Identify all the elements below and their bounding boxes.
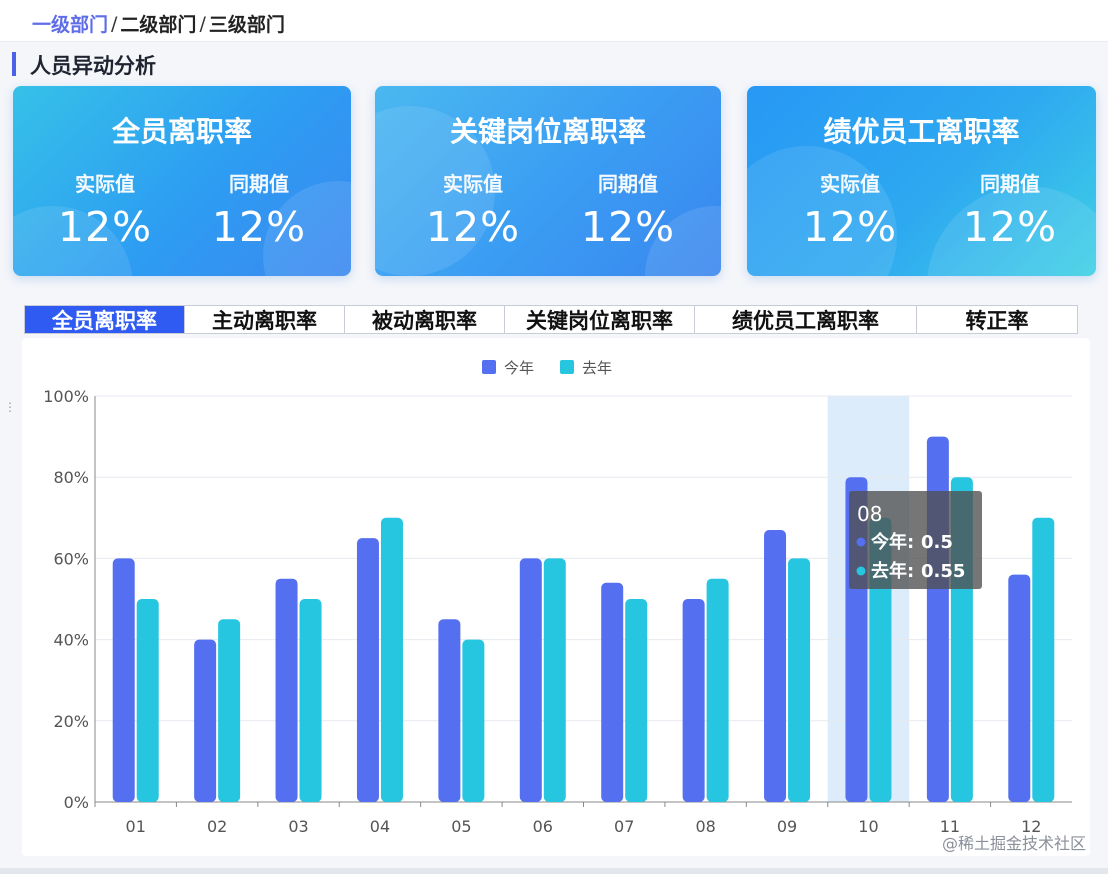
kpi-card-key-position-turnover[interactable]: 关键岗位离职率 实际值 12% 同期值 12% (375, 86, 721, 276)
x-tick-label: 09 (777, 817, 797, 836)
kpi-card-all-turnover[interactable]: 全员离职率 实际值 12% 同期值 12% (13, 86, 351, 276)
x-tick-label: 02 (207, 817, 227, 836)
breadcrumb-level3[interactable]: 三级部门 (208, 14, 285, 36)
y-tick-label: 60% (53, 549, 89, 568)
kpi-card-title: 绩优员工离职率 (823, 115, 1020, 148)
kpi-actual-value: 12% (57, 203, 153, 251)
bar-last-year (380, 517, 403, 802)
bar-last-year (788, 558, 811, 802)
bar-last-year (136, 599, 159, 802)
tooltip-title: 08 (857, 502, 882, 526)
x-tick-label: 06 (533, 817, 553, 836)
kpi-actual-value: 12% (802, 203, 898, 251)
kpi-actual-label: 实际值 (443, 172, 503, 196)
top-bar: 一级部门 / 二级部门 / 三级部门 (0, 0, 1108, 42)
kpi-prior-label: 同期值 (980, 172, 1040, 196)
y-tick-label: 100% (43, 387, 89, 406)
bar-last-year (299, 599, 322, 802)
highlight-band (827, 396, 910, 802)
bar-last-year (625, 599, 648, 802)
bar-this-year (356, 538, 379, 802)
y-tick-label: 40% (53, 631, 89, 650)
bar-last-year (218, 619, 241, 802)
x-tick-label: 10 (858, 817, 878, 836)
bar-last-year (543, 558, 566, 802)
tab-involuntary-turnover[interactable]: 被动离职率 (345, 306, 505, 333)
tooltip-row-label: 今年: (871, 531, 914, 553)
kpi-actual-value: 12% (425, 203, 521, 251)
legend-swatch (560, 360, 574, 374)
bar-last-year (462, 639, 485, 802)
kpi-prior-value: 12% (962, 203, 1058, 251)
bar-last-year (1032, 517, 1055, 802)
legend-label: 今年 (504, 359, 534, 377)
bar-this-year (519, 558, 542, 802)
kpi-actual: 实际值 12% (35, 168, 175, 251)
bar-this-year (438, 619, 461, 802)
section-accent-bar (12, 52, 16, 76)
breadcrumb-level1[interactable]: 一级部门 (32, 14, 109, 36)
kpi-actual-label: 实际值 (75, 172, 135, 196)
y-tick-label: 80% (53, 468, 89, 487)
bar-this-year (764, 529, 787, 802)
tooltip-box (849, 491, 982, 589)
tooltip-row-value: 0.55 (921, 561, 965, 582)
kpi-prior-label: 同期值 (598, 172, 658, 196)
kpi-card-top-performer-turnover[interactable]: 绩优员工离职率 实际值 12% 同期值 12% (747, 86, 1096, 276)
breadcrumb-separator: / (199, 12, 206, 35)
breadcrumb: 一级部门 / 二级部门 / 三级部门 (32, 10, 285, 37)
tooltip-dot (856, 566, 866, 576)
kpi-actual-label: 实际值 (820, 172, 880, 196)
tooltip-row-value: 0.5 (921, 532, 953, 553)
bar-this-year (275, 578, 298, 802)
kpi-card-title: 关键岗位离职率 (449, 115, 646, 148)
kpi-prior: 同期值 12% (558, 168, 698, 251)
kpi-actual: 实际值 12% (403, 168, 543, 251)
bar-this-year (601, 582, 624, 802)
x-tick-label: 08 (695, 817, 715, 836)
breadcrumb-separator: / (111, 12, 118, 35)
x-tick-label: 03 (288, 817, 308, 836)
kpi-prior-label: 同期值 (229, 172, 289, 196)
x-tick-label: 11 (940, 817, 960, 836)
x-tick-label: 05 (451, 817, 471, 836)
kpi-actual: 实际值 12% (780, 168, 920, 251)
resize-handle[interactable]: ⋮ (4, 400, 16, 414)
tab-voluntary-turnover[interactable]: 主动离职率 (185, 306, 345, 333)
legend-label: 去年 (582, 359, 612, 377)
kpi-prior: 同期值 12% (940, 168, 1080, 251)
tab-regularization-rate[interactable]: 转正率 (965, 308, 1029, 333)
kpi-card-title: 全员离职率 (111, 115, 252, 148)
x-tick-label: 12 (1021, 817, 1041, 836)
x-tick-label: 01 (126, 817, 146, 836)
metric-tabs: 全员离职率 主动离职率 被动离职率 关键岗位离职率 绩优员工离职率 转正率 (24, 305, 1078, 334)
kpi-prior-value: 12% (580, 203, 676, 251)
bar-this-year (1008, 574, 1031, 802)
kpi-prior: 同期值 12% (189, 168, 329, 251)
legend-swatch (482, 360, 496, 374)
bar-last-year (706, 578, 729, 802)
tab-all-turnover[interactable]: 全员离职率 (25, 306, 185, 333)
bar-this-year (194, 639, 217, 802)
kpi-prior-value: 12% (211, 203, 307, 251)
section-title: 人员异动分析 (30, 54, 156, 78)
x-tick-label: 04 (370, 817, 390, 836)
tooltip-dot (856, 537, 866, 547)
watermark: @稀土掘金技术社区 (941, 834, 1086, 853)
tab-key-position-turnover[interactable]: 关键岗位离职率 (505, 306, 695, 333)
tab-top-performer-turnover[interactable]: 绩优员工离职率 (695, 306, 917, 333)
bar-this-year (112, 558, 135, 802)
tooltip-row-label: 去年: (871, 560, 914, 582)
bar-this-year (682, 599, 705, 802)
bottom-strip (0, 868, 1108, 874)
y-tick-label: 0% (64, 793, 89, 812)
x-tick-label: 07 (614, 817, 634, 836)
y-tick-label: 20% (53, 712, 89, 731)
breadcrumb-level2[interactable]: 二级部门 (120, 14, 197, 36)
